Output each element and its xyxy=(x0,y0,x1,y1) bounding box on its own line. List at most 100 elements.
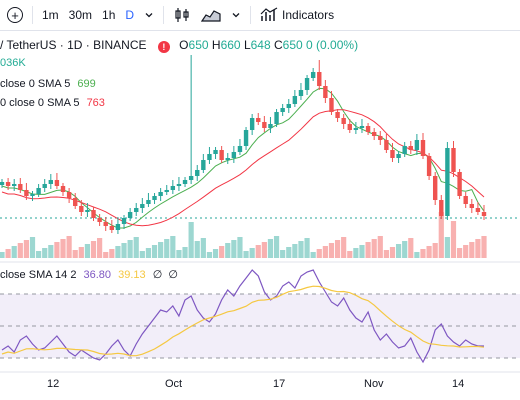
candle-body xyxy=(66,192,72,198)
volume-bar xyxy=(444,237,450,258)
volume-bar xyxy=(151,245,158,258)
volume-bar xyxy=(5,249,11,258)
candle-body xyxy=(48,180,54,184)
candle-body xyxy=(0,182,5,185)
volume-bar xyxy=(66,236,72,258)
volume-bar xyxy=(23,240,30,258)
candle-body xyxy=(445,148,450,216)
candle-body xyxy=(97,218,102,222)
rsi-line xyxy=(1,269,484,364)
candles-icon xyxy=(175,8,189,22)
volume-bar xyxy=(29,237,36,258)
interval-30m-button[interactable]: 30m xyxy=(68,8,93,22)
candle-body xyxy=(268,124,273,128)
candle-body xyxy=(249,118,255,130)
interval-dropdown-button[interactable] xyxy=(139,4,159,26)
candles-style-button[interactable] xyxy=(168,4,196,26)
volume-bar xyxy=(237,237,243,258)
alert-icon[interactable]: ! xyxy=(157,41,170,53)
volume-bar xyxy=(267,239,274,258)
candle-body xyxy=(335,112,340,118)
volume-bar xyxy=(414,252,420,258)
volume-bar xyxy=(298,241,304,258)
interval-d-button[interactable]: D xyxy=(125,8,135,22)
xaxis-tick-label: 17 xyxy=(273,378,286,390)
candle-body xyxy=(317,72,322,86)
volume-bar xyxy=(164,239,170,258)
candle-body xyxy=(170,186,176,190)
volume-bar xyxy=(188,222,194,258)
volume-bar xyxy=(347,251,353,258)
chevron-down-icon xyxy=(145,13,153,18)
candle-body xyxy=(481,212,487,216)
volume-bar xyxy=(84,244,91,258)
volume-bar xyxy=(182,247,188,258)
volume-bar xyxy=(48,245,54,258)
volume-bar xyxy=(481,236,487,258)
symbol-legend: / TetherUS · 1D · BINANCE ! O650 H660 L6… xyxy=(0,38,358,53)
interval-1m-button[interactable]: 1m xyxy=(42,8,59,22)
volume-bar xyxy=(334,240,341,258)
candle-body xyxy=(329,98,334,112)
volume-bar xyxy=(255,245,261,258)
candle-body xyxy=(195,170,200,176)
add-symbol-button[interactable]: + xyxy=(0,4,28,26)
volume-bar xyxy=(243,251,249,258)
volume-bar xyxy=(72,250,78,258)
rsi-legend[interactable]: close SMA 14 2 36.80 39.13 ∅ ∅ xyxy=(0,269,178,281)
area-style-button[interactable] xyxy=(196,4,226,26)
candle-body xyxy=(378,136,383,140)
candle-body xyxy=(402,146,407,154)
volume-bar xyxy=(273,236,280,258)
style-dropdown-button[interactable] xyxy=(226,4,246,26)
candle-body xyxy=(109,226,115,230)
sma-fast-line xyxy=(1,87,485,229)
candle-body xyxy=(158,192,163,196)
candle-body xyxy=(213,150,218,154)
candle-body xyxy=(408,146,413,150)
symbol-name[interactable]: / TetherUS · 1D · BINANCE xyxy=(0,38,147,52)
candle-body xyxy=(323,86,328,98)
sma-fast-legend[interactable]: close 0 SMA 5 699 xyxy=(0,78,96,90)
candle-body xyxy=(451,148,456,172)
indicators-label: Indicators xyxy=(282,8,335,22)
volume-bar xyxy=(115,246,121,258)
volume-bar xyxy=(97,238,103,258)
xaxis-tick-label: Nov xyxy=(364,378,384,390)
candle-body xyxy=(475,208,481,212)
volume-bar xyxy=(200,238,206,258)
volume-bar xyxy=(463,245,469,258)
indicators-icon xyxy=(260,7,278,21)
candle-body xyxy=(225,158,230,160)
volume-bar xyxy=(225,243,231,258)
candle-body xyxy=(164,190,169,192)
candle-body xyxy=(439,200,444,216)
xaxis-tick-label: 12 xyxy=(47,378,60,390)
candle-body xyxy=(457,172,462,196)
candle-body xyxy=(79,206,84,212)
volume-bar xyxy=(206,252,213,258)
volume-bar xyxy=(475,239,481,258)
candle-body xyxy=(54,180,60,186)
candle-body xyxy=(85,210,90,212)
volume-bar xyxy=(402,241,408,258)
candle-body xyxy=(420,140,426,156)
indicators-button[interactable]: Indicators xyxy=(255,4,339,26)
candle-body xyxy=(12,184,17,186)
candle-body xyxy=(274,112,279,124)
chevron-down-icon xyxy=(232,13,240,18)
candle-body xyxy=(42,184,47,188)
volume-bar xyxy=(395,244,402,258)
candle-body xyxy=(134,208,139,212)
volume-bar xyxy=(408,238,414,258)
interval-1h-button[interactable]: 1h xyxy=(102,8,116,22)
volume-bar xyxy=(109,249,115,258)
candle-body xyxy=(115,224,121,230)
volume-bar xyxy=(145,248,152,258)
volume-bar xyxy=(450,221,457,258)
volume-bar xyxy=(219,246,225,258)
sma-slow-legend[interactable]: 0 close 0 SMA 5 763 xyxy=(0,97,105,109)
candle-body xyxy=(201,160,206,170)
candle-body xyxy=(262,122,267,128)
